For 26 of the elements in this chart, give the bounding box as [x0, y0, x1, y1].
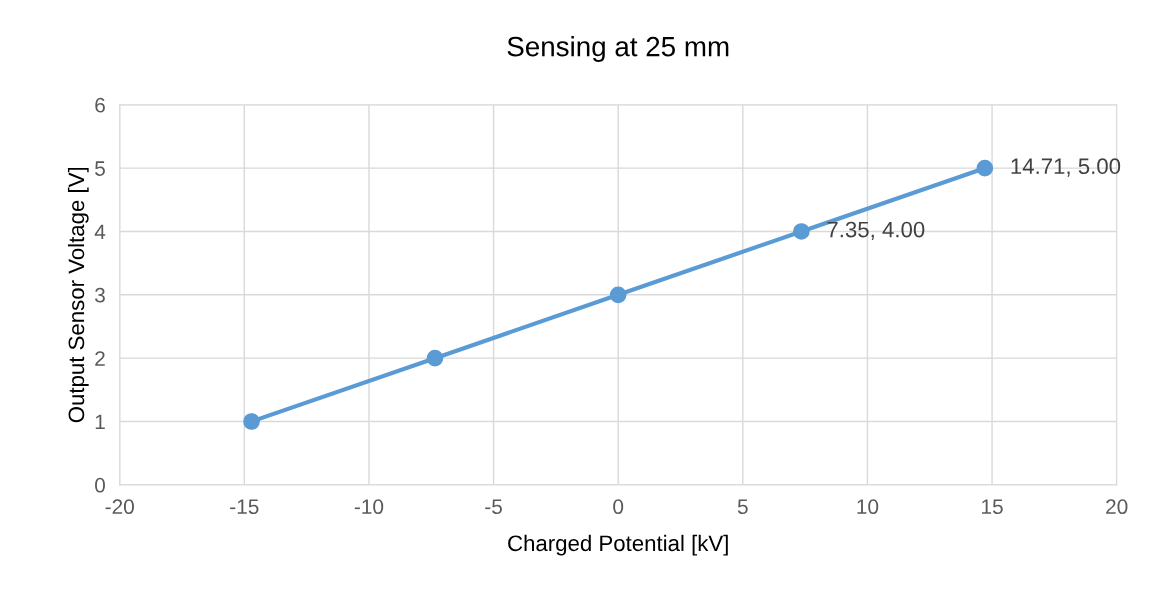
- chart-title: Sensing at 25 mm: [507, 36, 729, 62]
- y-tick-label: 0: [95, 477, 105, 493]
- x-tick-label: 10: [857, 499, 879, 515]
- y-tick-label: 1: [95, 414, 105, 430]
- y-tick-label: 5: [95, 161, 105, 176]
- y-tick-label: 4: [94, 224, 106, 240]
- point: [793, 223, 810, 240]
- y-tick-label: 6: [95, 97, 105, 113]
- point: [976, 159, 994, 177]
- y-tick-label: 2: [95, 351, 105, 366]
- annotation: 7.35, 4.00: [827, 221, 925, 241]
- point: [243, 413, 260, 430]
- x-tick-label: 15: [982, 499, 1003, 515]
- x-tick-label: -20: [105, 499, 134, 515]
- point: [426, 349, 444, 367]
- x-axis-title: Charged Potential [kV]: [508, 534, 728, 556]
- x-tick-label: 0: [613, 499, 624, 515]
- x-tick-label: 20: [1106, 499, 1128, 515]
- y-tick-label: 3: [95, 287, 105, 303]
- x-tick-label: 5: [737, 499, 748, 515]
- point: [609, 286, 627, 304]
- x-tick-label: -10: [354, 499, 384, 515]
- x-tick-label: -15: [230, 499, 259, 515]
- y-axis-title: Output Sensor Voltage [V]: [67, 167, 89, 423]
- x-tick-label: -5: [485, 499, 502, 515]
- annotation: 14.71, 5.00: [1011, 158, 1121, 177]
